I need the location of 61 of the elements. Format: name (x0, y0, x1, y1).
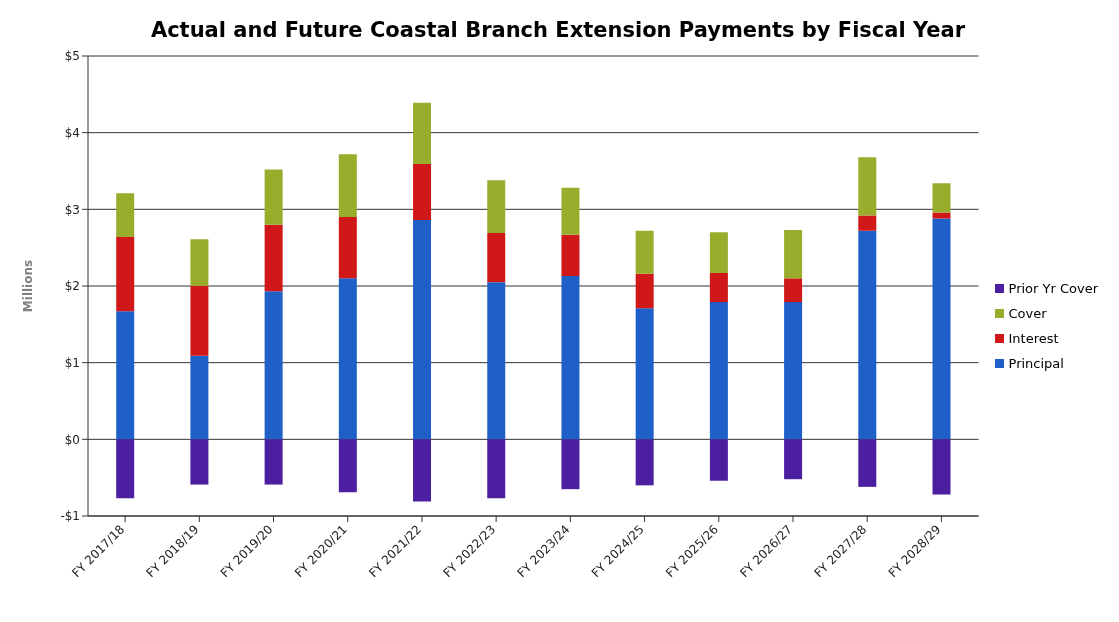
bar (264, 169, 283, 225)
bar (338, 154, 357, 217)
bar (561, 234, 580, 277)
bar (932, 212, 951, 219)
bar (784, 439, 803, 480)
y-tick-label: $0 (64, 432, 80, 447)
bar (264, 439, 283, 485)
bar (709, 232, 728, 273)
bar (116, 439, 135, 499)
bar (190, 355, 209, 440)
chart-title: Actual and Future Coastal Branch Extension Payments by Fiscal Year (149, 17, 967, 44)
bar (784, 278, 803, 303)
bar (858, 157, 877, 216)
bar (116, 311, 135, 440)
bar (709, 302, 728, 440)
bar (487, 439, 506, 499)
bar (116, 236, 135, 312)
y-tick-label: $4 (64, 125, 80, 140)
bar (784, 230, 803, 279)
y-axis-title: Millions (21, 259, 36, 313)
bar (190, 439, 209, 485)
bar (561, 187, 580, 235)
bar (709, 439, 728, 481)
y-tick-label: $5 (64, 49, 80, 64)
bar (338, 278, 357, 440)
bar (858, 230, 877, 440)
bar (338, 217, 357, 279)
bar (932, 439, 951, 495)
bar (858, 439, 877, 487)
legend-label: Interest (1008, 331, 1059, 346)
bar (264, 291, 283, 440)
bar (858, 215, 877, 231)
bar (561, 439, 580, 490)
bar (487, 282, 506, 440)
y-tick-label: $2 (64, 279, 80, 294)
legend-label: Cover (1008, 306, 1047, 321)
y-tick-label: -$1 (60, 509, 80, 524)
bar (561, 276, 580, 440)
bar (487, 180, 506, 234)
bar (190, 239, 209, 286)
bar (116, 193, 135, 237)
bar (487, 233, 506, 283)
y-tick-label: $1 (64, 355, 80, 370)
y-tick-label: $3 (64, 202, 80, 217)
legend-label: Prior Yr Cover (1008, 281, 1098, 296)
bar (413, 220, 432, 440)
bar (932, 183, 951, 213)
bar (635, 439, 654, 486)
bar (784, 302, 803, 440)
bar (709, 272, 728, 303)
bar (413, 164, 432, 221)
legend-label: Principal (1008, 356, 1064, 371)
bar (635, 273, 654, 309)
bar (635, 230, 654, 274)
bar (413, 102, 432, 165)
bar (338, 439, 357, 493)
bar (635, 308, 654, 440)
bar (190, 286, 209, 356)
bar (413, 439, 432, 502)
bar (932, 218, 951, 440)
bar (264, 224, 283, 292)
